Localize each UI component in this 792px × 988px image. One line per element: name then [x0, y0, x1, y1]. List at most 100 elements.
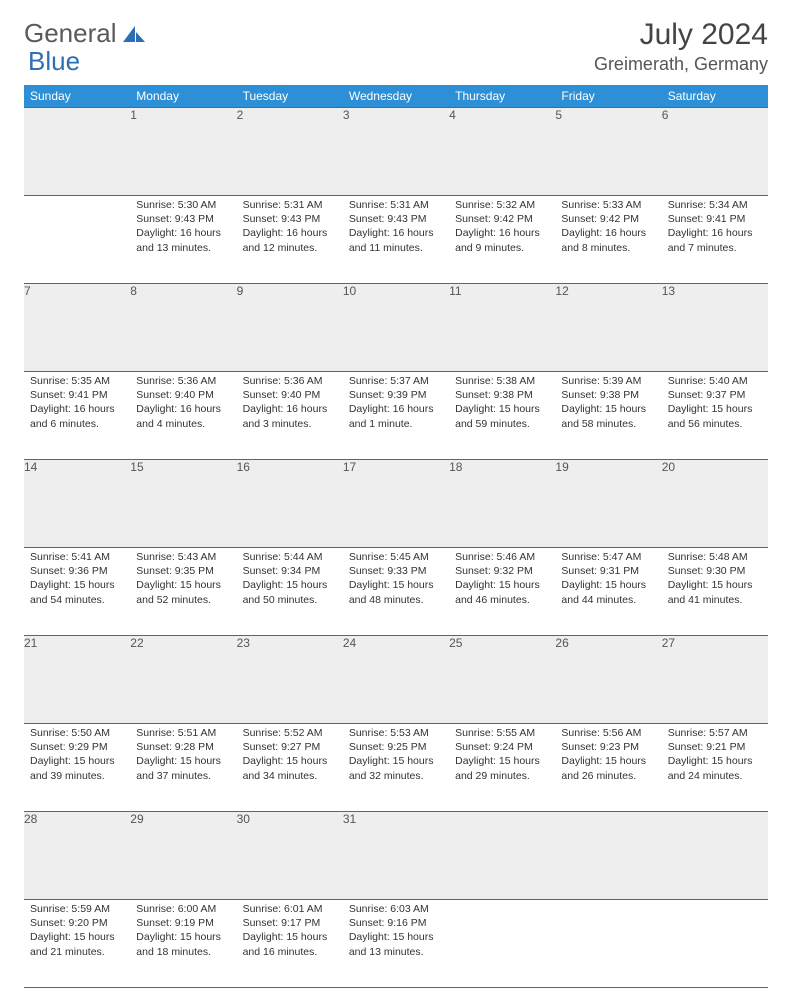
sunset-text: Sunset: 9:20 PM [30, 916, 124, 930]
calendar-cell [662, 900, 768, 988]
day-number: 2 [237, 108, 343, 196]
dl1-text: Daylight: 16 hours [243, 402, 337, 416]
calendar-cell: Sunrise: 5:46 AMSunset: 9:32 PMDaylight:… [449, 548, 555, 636]
sunrise-text: Sunrise: 5:44 AM [243, 550, 337, 564]
day-detail: Sunrise: 5:33 AMSunset: 9:42 PMDaylight:… [555, 196, 661, 259]
day-number: 14 [24, 460, 130, 548]
sunrise-text: Sunrise: 5:43 AM [136, 550, 230, 564]
sunset-text: Sunset: 9:23 PM [561, 740, 655, 754]
calendar-cell [555, 900, 661, 988]
sunset-text: Sunset: 9:17 PM [243, 916, 337, 930]
day-number: 9 [237, 284, 343, 372]
calendar-cell: Sunrise: 5:30 AMSunset: 9:43 PMDaylight:… [130, 196, 236, 284]
dl1-text: Daylight: 16 hours [136, 402, 230, 416]
sunset-text: Sunset: 9:31 PM [561, 564, 655, 578]
sunset-text: Sunset: 9:29 PM [30, 740, 124, 754]
dl2-text: and 12 minutes. [243, 241, 337, 255]
day-number [449, 812, 555, 900]
calendar-cell: Sunrise: 5:33 AMSunset: 9:42 PMDaylight:… [555, 196, 661, 284]
day-number: 20 [662, 460, 768, 548]
dl2-text: and 34 minutes. [243, 769, 337, 783]
calendar-week-row: Sunrise: 5:50 AMSunset: 9:29 PMDaylight:… [24, 724, 768, 812]
dl1-text: Daylight: 16 hours [349, 226, 443, 240]
day-detail: Sunrise: 5:30 AMSunset: 9:43 PMDaylight:… [130, 196, 236, 259]
dl1-text: Daylight: 15 hours [668, 402, 762, 416]
dl1-text: Daylight: 16 hours [30, 402, 124, 416]
sunset-text: Sunset: 9:43 PM [136, 212, 230, 226]
day-detail: Sunrise: 5:37 AMSunset: 9:39 PMDaylight:… [343, 372, 449, 435]
day-number: 31 [343, 812, 449, 900]
dl1-text: Daylight: 15 hours [561, 754, 655, 768]
dl1-text: Daylight: 15 hours [30, 754, 124, 768]
day-detail: Sunrise: 5:52 AMSunset: 9:27 PMDaylight:… [237, 724, 343, 787]
sunrise-text: Sunrise: 5:40 AM [668, 374, 762, 388]
sunrise-text: Sunrise: 5:45 AM [349, 550, 443, 564]
dl2-text: and 9 minutes. [455, 241, 549, 255]
calendar-cell: Sunrise: 5:55 AMSunset: 9:24 PMDaylight:… [449, 724, 555, 812]
sunset-text: Sunset: 9:33 PM [349, 564, 443, 578]
sunrise-text: Sunrise: 5:55 AM [455, 726, 549, 740]
dl2-text: and 7 minutes. [668, 241, 762, 255]
sunset-text: Sunset: 9:36 PM [30, 564, 124, 578]
day-detail: Sunrise: 5:47 AMSunset: 9:31 PMDaylight:… [555, 548, 661, 611]
day-number-row: 14151617181920 [24, 460, 768, 548]
day-number: 23 [237, 636, 343, 724]
calendar-cell: Sunrise: 5:47 AMSunset: 9:31 PMDaylight:… [555, 548, 661, 636]
dl1-text: Daylight: 15 hours [561, 578, 655, 592]
calendar-cell: Sunrise: 6:03 AMSunset: 9:16 PMDaylight:… [343, 900, 449, 988]
sunset-text: Sunset: 9:30 PM [668, 564, 762, 578]
day-number: 22 [130, 636, 236, 724]
sunrise-text: Sunrise: 5:39 AM [561, 374, 655, 388]
dl1-text: Daylight: 15 hours [668, 754, 762, 768]
day-number [24, 108, 130, 196]
sunset-text: Sunset: 9:19 PM [136, 916, 230, 930]
dl2-text: and 16 minutes. [243, 945, 337, 959]
day-number-row: 123456 [24, 108, 768, 196]
location: Greimerath, Germany [594, 54, 768, 75]
day-detail: Sunrise: 5:32 AMSunset: 9:42 PMDaylight:… [449, 196, 555, 259]
sunset-text: Sunset: 9:28 PM [136, 740, 230, 754]
day-number: 15 [130, 460, 236, 548]
dl1-text: Daylight: 16 hours [136, 226, 230, 240]
day-detail: Sunrise: 5:51 AMSunset: 9:28 PMDaylight:… [130, 724, 236, 787]
day-header: Tuesday [237, 85, 343, 108]
dl2-text: and 56 minutes. [668, 417, 762, 431]
sunset-text: Sunset: 9:35 PM [136, 564, 230, 578]
day-detail: Sunrise: 5:56 AMSunset: 9:23 PMDaylight:… [555, 724, 661, 787]
dl1-text: Daylight: 16 hours [455, 226, 549, 240]
dl2-text: and 13 minutes. [349, 945, 443, 959]
day-number: 6 [662, 108, 768, 196]
day-number: 19 [555, 460, 661, 548]
day-number [555, 812, 661, 900]
dl1-text: Daylight: 15 hours [243, 578, 337, 592]
calendar-cell: Sunrise: 5:43 AMSunset: 9:35 PMDaylight:… [130, 548, 236, 636]
sunrise-text: Sunrise: 5:36 AM [243, 374, 337, 388]
day-number: 17 [343, 460, 449, 548]
sunset-text: Sunset: 9:34 PM [243, 564, 337, 578]
sunrise-text: Sunrise: 5:53 AM [349, 726, 443, 740]
dl2-text: and 26 minutes. [561, 769, 655, 783]
sunrise-text: Sunrise: 5:46 AM [455, 550, 549, 564]
calendar-cell: Sunrise: 5:50 AMSunset: 9:29 PMDaylight:… [24, 724, 130, 812]
day-header: Saturday [662, 85, 768, 108]
dl2-text: and 52 minutes. [136, 593, 230, 607]
dl2-text: and 6 minutes. [30, 417, 124, 431]
dl1-text: Daylight: 15 hours [30, 578, 124, 592]
dl1-text: Daylight: 16 hours [668, 226, 762, 240]
calendar-cell: Sunrise: 5:41 AMSunset: 9:36 PMDaylight:… [24, 548, 130, 636]
calendar-week-row: Sunrise: 5:35 AMSunset: 9:41 PMDaylight:… [24, 372, 768, 460]
sunset-text: Sunset: 9:43 PM [349, 212, 443, 226]
calendar-cell [449, 900, 555, 988]
sunrise-text: Sunrise: 5:51 AM [136, 726, 230, 740]
dl2-text: and 8 minutes. [561, 241, 655, 255]
sunset-text: Sunset: 9:21 PM [668, 740, 762, 754]
calendar-cell: Sunrise: 5:45 AMSunset: 9:33 PMDaylight:… [343, 548, 449, 636]
calendar-table: Sunday Monday Tuesday Wednesday Thursday… [24, 85, 768, 988]
sunset-text: Sunset: 9:16 PM [349, 916, 443, 930]
day-number: 8 [130, 284, 236, 372]
day-number [662, 812, 768, 900]
dl2-text: and 37 minutes. [136, 769, 230, 783]
sunset-text: Sunset: 9:40 PM [243, 388, 337, 402]
sunrise-text: Sunrise: 6:03 AM [349, 902, 443, 916]
brand-part2: Blue [28, 46, 80, 77]
